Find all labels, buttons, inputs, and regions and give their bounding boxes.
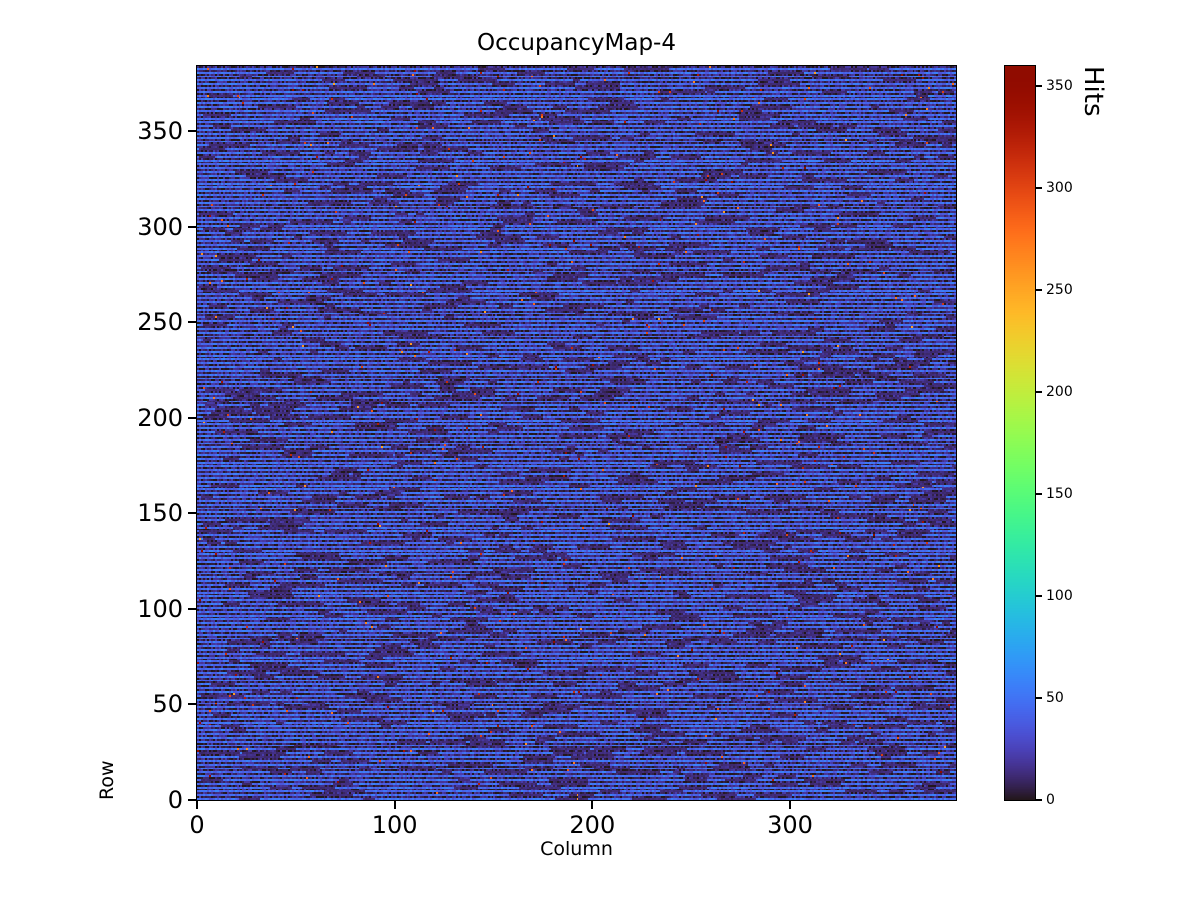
y-tick-mark	[188, 416, 196, 419]
y-tick-label: 50	[152, 690, 183, 719]
y-tick-mark	[188, 321, 196, 324]
x-tick-label: 300	[767, 811, 813, 839]
colorbar-tick-mark	[1036, 595, 1042, 598]
colorbar-tick-mark	[1036, 697, 1042, 700]
heatmap-plot-area	[196, 65, 957, 801]
colorbar-tick-label: 100	[1046, 588, 1073, 605]
y-tick-label: 350	[137, 116, 183, 145]
y-tick-label: 250	[137, 308, 183, 337]
colorbar-tick-label: 50	[1046, 690, 1064, 707]
y-tick-mark	[188, 512, 196, 515]
x-tick-mark	[788, 801, 791, 809]
colorbar-tick-label: 250	[1046, 282, 1073, 299]
chart-title: OccupancyMap-4	[477, 30, 676, 56]
colorbar-tick-mark	[1036, 187, 1042, 190]
colorbar-tick-label: 200	[1046, 384, 1073, 401]
x-tick-label: 100	[371, 811, 418, 839]
y-tick-mark	[188, 703, 196, 706]
heatmap-canvas	[197, 66, 956, 800]
colorbar-tick-label: 0	[1046, 792, 1055, 808]
y-axis-label: Row	[96, 760, 118, 800]
x-tick-label: 0	[189, 811, 205, 839]
y-tick-mark	[188, 225, 196, 228]
y-tick-label: 0	[167, 786, 183, 814]
y-tick-mark	[188, 799, 196, 801]
colorbar-tick-label: 300	[1046, 180, 1073, 197]
y-tick-label: 100	[137, 594, 183, 623]
colorbar-tick-mark	[1036, 391, 1042, 394]
y-tick-label: 150	[137, 499, 183, 528]
colorbar-tick-mark	[1036, 289, 1042, 292]
y-tick-mark	[188, 129, 196, 132]
x-tick-mark	[393, 801, 396, 809]
x-tick-mark	[196, 801, 198, 809]
y-tick-label: 200	[137, 403, 183, 432]
y-tick-label: 300	[137, 212, 183, 241]
colorbar-tick-mark	[1036, 85, 1042, 88]
x-tick-mark	[591, 801, 594, 809]
colorbar-tick-mark	[1036, 799, 1042, 801]
x-axis-label: Column	[540, 838, 613, 860]
colorbar-label: Hits	[1078, 66, 1108, 117]
colorbar	[1004, 65, 1036, 801]
colorbar-gradient-canvas	[1005, 66, 1035, 800]
y-tick-mark	[188, 607, 196, 610]
x-tick-label: 200	[569, 811, 616, 839]
colorbar-tick-label: 150	[1046, 486, 1073, 503]
colorbar-tick-mark	[1036, 493, 1042, 496]
colorbar-tick-label: 350	[1046, 78, 1073, 95]
